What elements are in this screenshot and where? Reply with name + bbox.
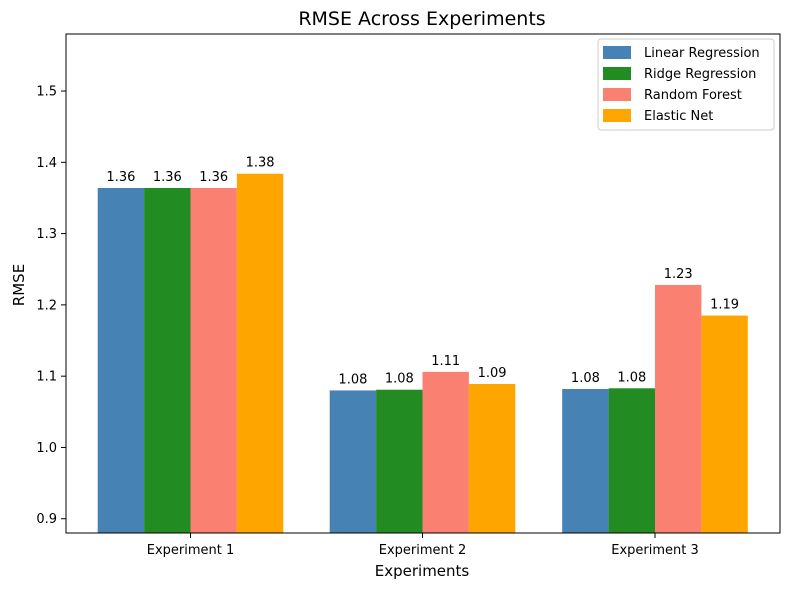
bar (468, 384, 516, 533)
bar (422, 371, 469, 533)
bar (329, 390, 377, 533)
bar-data-label: 1.36 (153, 170, 182, 185)
x-axis-label: Experiments (375, 562, 470, 580)
legend-label: Linear Regression (644, 46, 760, 61)
legend-label: Elastic Net (644, 109, 713, 124)
bar-data-label: 1.38 (246, 156, 275, 171)
legend-swatch (603, 88, 631, 101)
bar-data-label: 1.09 (478, 366, 507, 381)
legend-label: Ridge Regression (644, 67, 756, 82)
bar (655, 284, 702, 533)
bar-data-label: 1.08 (385, 372, 414, 387)
legend-label: Random Forest (644, 88, 742, 103)
x-tick-label: Experiment 2 (379, 543, 467, 558)
y-tick-label: 1.1 (36, 370, 57, 385)
data-labels-group: 1.36 1.08 1.08 1.36 1.08 1.08 1.36 1.11 1.23 1.38… (106, 156, 739, 388)
bar-data-label: 1.19 (710, 298, 739, 313)
bar-data-label: 1.36 (106, 170, 135, 185)
bar-data-label: 1.11 (431, 354, 460, 369)
y-axis-label: RMSE (10, 264, 28, 306)
y-axis: 0.9 1.0 1.1 1.2 1.3 1.4 1.5 (36, 85, 66, 527)
chart-title: RMSE Across Experiments (298, 8, 545, 30)
y-tick-label: 1.4 (36, 156, 57, 171)
x-tick-label: Experiment 3 (611, 543, 699, 558)
legend-swatch (603, 109, 631, 122)
bar (144, 187, 191, 534)
legend-box (597, 38, 775, 131)
bar-data-label: 1.08 (571, 371, 600, 386)
legend-swatch (603, 46, 631, 59)
bar (701, 315, 748, 533)
x-axis: Experiment 1 Experiment 2 Experiment 3 (147, 533, 699, 558)
bar (190, 187, 237, 534)
bar (236, 173, 284, 533)
y-tick-label: 1.3 (36, 227, 57, 242)
bar (562, 389, 609, 533)
bars-group (97, 173, 748, 534)
legend-swatch (603, 67, 631, 80)
bar-data-label: 1.08 (338, 372, 367, 387)
y-tick-label: 1.5 (36, 85, 57, 100)
bar (97, 187, 145, 534)
y-tick-label: 1.2 (36, 298, 57, 313)
bar-data-label: 1.36 (199, 170, 228, 185)
bar (608, 388, 655, 533)
bar-data-label: 1.23 (664, 267, 693, 282)
bar (376, 389, 423, 533)
y-tick-label: 0.9 (36, 512, 57, 527)
legend: Linear Regression Ridge Regression Random … (597, 38, 775, 131)
x-tick-label: Experiment 1 (147, 543, 235, 558)
y-tick-label: 1.0 (36, 441, 57, 456)
bar-data-label: 1.08 (617, 370, 646, 385)
